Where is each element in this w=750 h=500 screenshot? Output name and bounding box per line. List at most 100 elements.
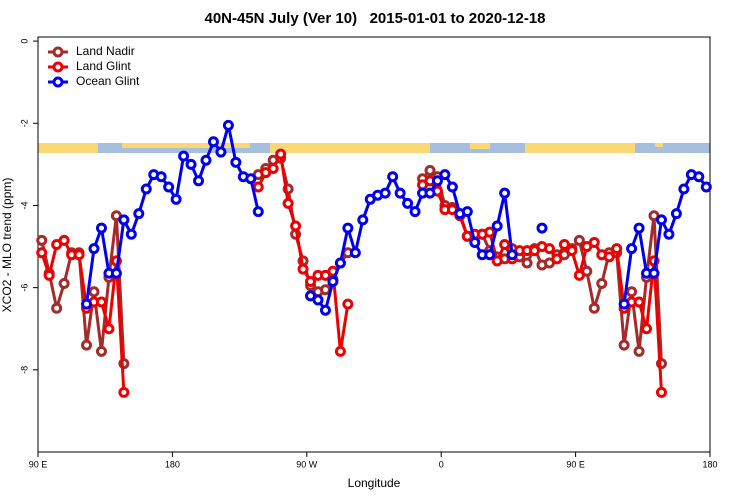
point <box>670 208 682 220</box>
point <box>439 169 451 181</box>
point <box>446 181 458 193</box>
point <box>693 171 705 183</box>
point <box>95 296 107 308</box>
point <box>252 181 264 193</box>
point <box>200 154 212 166</box>
point <box>334 257 346 269</box>
point <box>297 263 309 275</box>
land-strip <box>38 143 98 153</box>
point <box>655 214 667 226</box>
point <box>469 236 481 248</box>
point <box>394 187 406 199</box>
point <box>551 253 563 265</box>
point <box>626 286 638 298</box>
chart-title: 40N-45N July (Ver 10) 2015-01-01 to 2020… <box>204 10 545 27</box>
point <box>207 136 219 148</box>
legend-label: Land Glint <box>76 59 131 73</box>
point <box>349 247 361 259</box>
legend-swatch <box>52 46 64 58</box>
point <box>290 220 302 232</box>
point <box>596 278 608 290</box>
y-tick-label: 0 <box>19 39 29 44</box>
point <box>461 206 473 218</box>
point <box>536 222 548 234</box>
point <box>379 187 391 199</box>
point <box>163 181 175 193</box>
point <box>215 146 227 158</box>
point <box>73 249 85 261</box>
land-strip <box>122 143 250 148</box>
point <box>633 296 645 308</box>
point <box>424 165 436 177</box>
point <box>603 251 615 263</box>
point <box>424 187 436 199</box>
y-tick-label: -2 <box>19 119 29 127</box>
legend-swatch <box>52 76 64 88</box>
point <box>506 249 518 261</box>
point <box>484 226 496 238</box>
point <box>118 386 130 398</box>
point <box>51 302 63 314</box>
point <box>312 294 324 306</box>
y-tick-label: -6 <box>19 284 29 292</box>
series <box>36 148 667 398</box>
point <box>491 220 503 232</box>
x-tick-label: 90 W <box>296 459 318 469</box>
point <box>543 243 555 255</box>
point <box>140 183 152 195</box>
series <box>36 152 667 370</box>
point <box>81 339 93 351</box>
point <box>36 247 48 259</box>
point <box>58 278 70 290</box>
land-strip <box>270 143 430 153</box>
point <box>618 298 630 310</box>
point <box>342 222 354 234</box>
point <box>641 323 653 335</box>
y-axis-label: XCO2 - MLO trend (ppm) <box>0 178 14 313</box>
point <box>230 156 242 168</box>
point <box>573 269 585 281</box>
point <box>588 302 600 314</box>
point <box>170 193 182 205</box>
point <box>103 323 115 335</box>
point <box>125 228 137 240</box>
land-strip <box>470 143 490 149</box>
point <box>342 298 354 310</box>
point <box>633 222 645 234</box>
point <box>43 269 55 281</box>
point <box>305 275 317 287</box>
point <box>566 245 578 257</box>
point <box>558 239 570 250</box>
legend-swatch <box>52 61 64 73</box>
land-ocean-strip <box>38 143 710 153</box>
point <box>155 171 167 183</box>
x-tick-label: 180 <box>702 459 717 469</box>
x-axis-label: Longitude <box>348 476 401 490</box>
point <box>118 214 130 226</box>
point <box>700 181 712 193</box>
point <box>588 236 600 248</box>
point <box>521 257 533 269</box>
point <box>267 162 279 174</box>
point <box>327 275 339 287</box>
point <box>133 208 145 220</box>
y-tick-label: -4 <box>19 201 29 209</box>
point <box>178 150 190 162</box>
point <box>275 148 287 160</box>
point <box>618 339 630 351</box>
legend-label: Ocean Glint <box>76 74 140 88</box>
land-strip <box>655 143 663 147</box>
point <box>499 239 511 250</box>
legend-label: Land Nadir <box>76 44 135 58</box>
x-tick-label: 90 E <box>29 459 48 469</box>
point <box>222 119 234 131</box>
point <box>193 175 205 187</box>
point <box>648 267 660 279</box>
point <box>357 214 369 226</box>
point <box>633 345 645 357</box>
plot-frame <box>37 36 711 453</box>
point <box>282 197 294 209</box>
x-tick-label: 90 E <box>566 459 585 469</box>
point <box>402 197 414 209</box>
